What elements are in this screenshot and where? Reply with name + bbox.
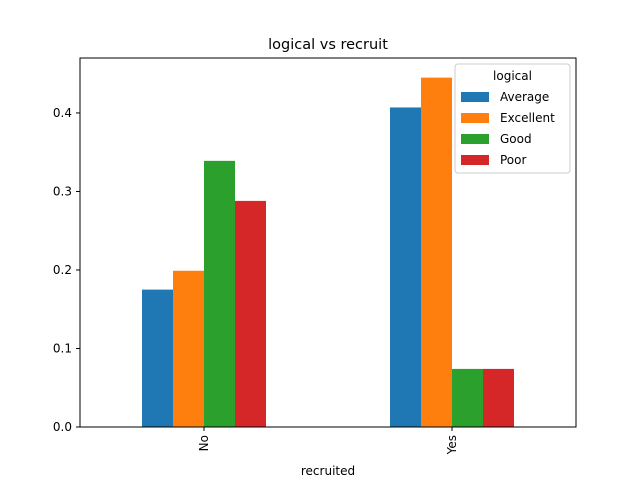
y-tick-label: 0.0 xyxy=(53,420,72,434)
y-tick-label: 0.1 xyxy=(53,341,72,355)
legend-label-excellent: Excellent xyxy=(500,111,555,125)
legend-box xyxy=(454,63,571,174)
legend-swatch-good xyxy=(461,134,489,144)
bar-average-no xyxy=(142,289,173,427)
legend-label-good: Good xyxy=(500,132,532,146)
bar-good-no xyxy=(204,160,235,427)
axes-layer: 0.0 0.1 0.2 0.3 0.4 No Yes xyxy=(53,57,577,455)
legend-swatch-excellent xyxy=(461,113,489,123)
bar-good-yes xyxy=(452,368,483,427)
legend-label-poor: Poor xyxy=(500,153,526,167)
y-tick-label: 0.3 xyxy=(53,184,72,198)
x-tick-label-yes: Yes xyxy=(445,435,459,455)
x-tick-label-no: No xyxy=(197,435,211,451)
bar-poor-no xyxy=(235,200,266,427)
bar-average-yes xyxy=(390,107,421,428)
bar-excellent-yes xyxy=(421,77,452,427)
bars-layer xyxy=(142,77,514,428)
legend-title: logical xyxy=(493,69,532,83)
y-tick-label: 0.4 xyxy=(53,106,72,120)
legend-swatch-poor xyxy=(461,155,489,165)
y-tick-label: 0.2 xyxy=(53,263,72,277)
x-axis-label: recruited xyxy=(301,464,355,478)
plot-frame xyxy=(79,57,577,428)
legend-label-average: Average xyxy=(500,90,549,104)
chart-title: logical vs recruit xyxy=(268,37,388,53)
legend-swatch-average xyxy=(461,92,489,102)
bar-excellent-no xyxy=(173,270,204,427)
legend: logical Average Excellent Good Poor xyxy=(454,63,571,174)
bar-poor-yes xyxy=(483,368,514,427)
